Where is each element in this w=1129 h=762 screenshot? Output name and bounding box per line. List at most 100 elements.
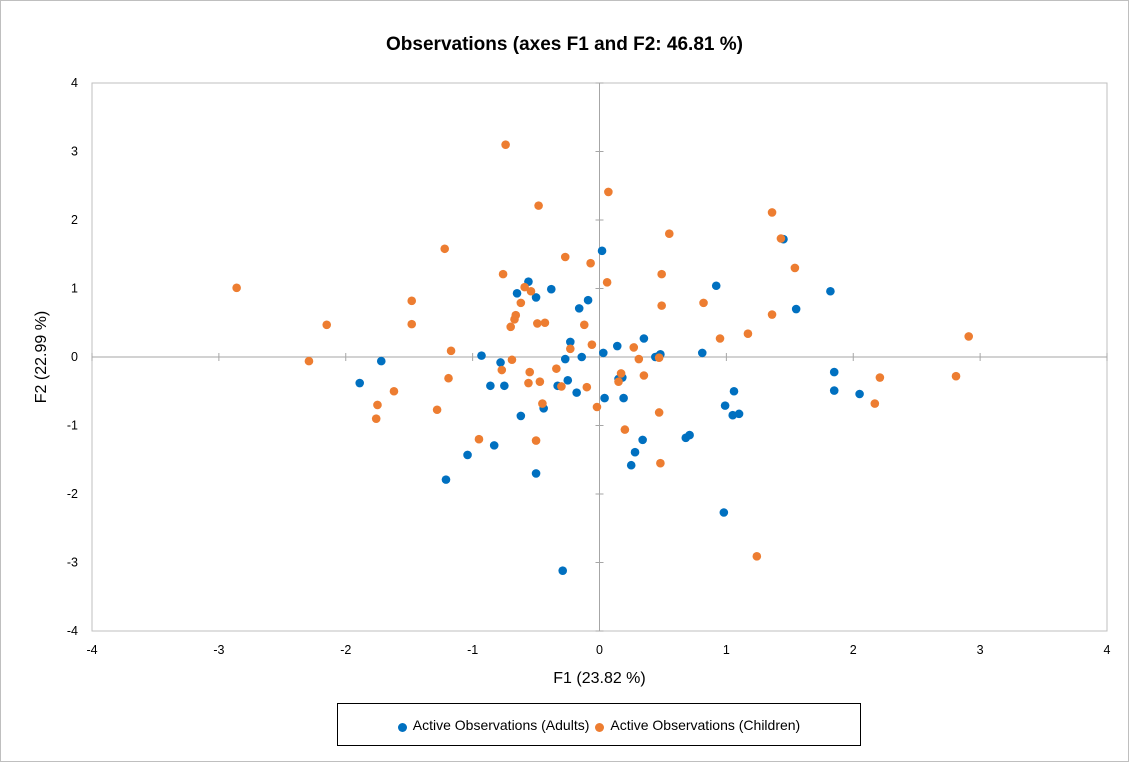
point-adults [489, 441, 499, 450]
point-children [870, 399, 880, 408]
point-children [614, 377, 623, 386]
point-children [715, 334, 725, 343]
legend-marker-adults [397, 723, 407, 732]
point-adults [599, 348, 608, 358]
point-adults [791, 304, 801, 314]
point-adults [600, 393, 609, 403]
point-children [520, 282, 529, 292]
point-children [951, 371, 961, 381]
point-children [743, 329, 753, 339]
x-tick-label: 2 [850, 643, 857, 657]
point-children [526, 286, 536, 296]
y-tick-label: 0 [71, 350, 78, 364]
point-children [525, 367, 535, 377]
point-adults [566, 337, 575, 347]
point-children [540, 318, 550, 328]
legend-label-children: Active Observations (Children) [610, 716, 801, 733]
legend-marker-children [595, 723, 605, 732]
point-adults [720, 401, 730, 410]
point-children [964, 332, 974, 341]
x-tick-label: -4 [86, 643, 97, 657]
point-children [620, 425, 630, 434]
x-tick-label: 3 [977, 643, 984, 657]
point-children [557, 382, 566, 391]
point-adults [558, 566, 568, 576]
y-tick-label: -1 [67, 419, 78, 433]
point-adults [496, 358, 505, 367]
point-children [657, 269, 666, 279]
point-children [604, 187, 613, 197]
point-children [446, 346, 456, 356]
point-children [654, 353, 664, 362]
point-children [592, 402, 602, 412]
point-adults [376, 356, 386, 366]
point-adults [546, 284, 556, 294]
point-children [444, 373, 453, 383]
point-children [432, 405, 442, 415]
point-adults [829, 367, 839, 377]
point-adults [560, 354, 570, 364]
y-tick-label: -4 [67, 624, 78, 638]
x-tick-label: 1 [723, 643, 730, 657]
point-children [634, 354, 644, 364]
point-children [586, 258, 595, 268]
point-children [535, 377, 545, 386]
point-adults [531, 469, 541, 478]
point-children [389, 386, 399, 396]
point-children [407, 319, 417, 329]
y-axis-title: F2 (22.99 %) [33, 311, 50, 403]
point-adults [685, 430, 694, 440]
point-adults [734, 409, 744, 419]
point-adults [441, 475, 451, 484]
point-children [657, 301, 666, 310]
point-adults [630, 447, 640, 457]
point-children [304, 356, 314, 366]
point-children [767, 208, 777, 217]
point-children [407, 296, 417, 306]
point-children [654, 408, 664, 417]
point-children [538, 399, 547, 408]
y-tick-label: 1 [71, 282, 78, 296]
point-children [587, 340, 597, 349]
point-adults [697, 348, 707, 358]
x-axis-title: F1 (23.82 %) [553, 670, 645, 687]
point-adults [572, 388, 581, 397]
point-children [560, 252, 570, 262]
point-adults [829, 386, 839, 395]
point-adults [826, 286, 835, 296]
point-children [582, 382, 592, 392]
point-adults [355, 378, 365, 388]
y-tick-label: 3 [71, 145, 78, 159]
point-adults [486, 381, 495, 391]
x-tick-label: -3 [213, 643, 224, 657]
point-adults [477, 351, 486, 360]
point-children [602, 278, 612, 287]
point-adults [638, 435, 647, 445]
point-adults [626, 460, 636, 470]
point-children [373, 400, 382, 410]
point-adults [574, 304, 584, 313]
point-children [501, 140, 510, 149]
point-children [664, 229, 674, 238]
point-adults [639, 334, 649, 343]
point-children [566, 344, 575, 354]
point-children [474, 434, 484, 444]
point-children [875, 373, 885, 382]
x-tick-label: -1 [467, 643, 478, 657]
y-tick-label: 4 [71, 76, 78, 90]
point-adults [500, 381, 509, 391]
legend-item-adults: Active Observations (Adults) [397, 717, 589, 733]
point-adults [619, 393, 628, 403]
point-children [579, 320, 589, 330]
point-adults [463, 450, 472, 460]
point-adults [577, 352, 587, 362]
point-children [440, 244, 450, 254]
point-adults [531, 293, 541, 302]
point-children [524, 378, 533, 388]
point-children [767, 310, 777, 319]
chart-title: Observations (axes F1 and F2: 46.81 %) [386, 34, 743, 55]
x-tick-label: 0 [596, 643, 603, 657]
point-adults [719, 508, 729, 517]
point-children [232, 283, 241, 293]
